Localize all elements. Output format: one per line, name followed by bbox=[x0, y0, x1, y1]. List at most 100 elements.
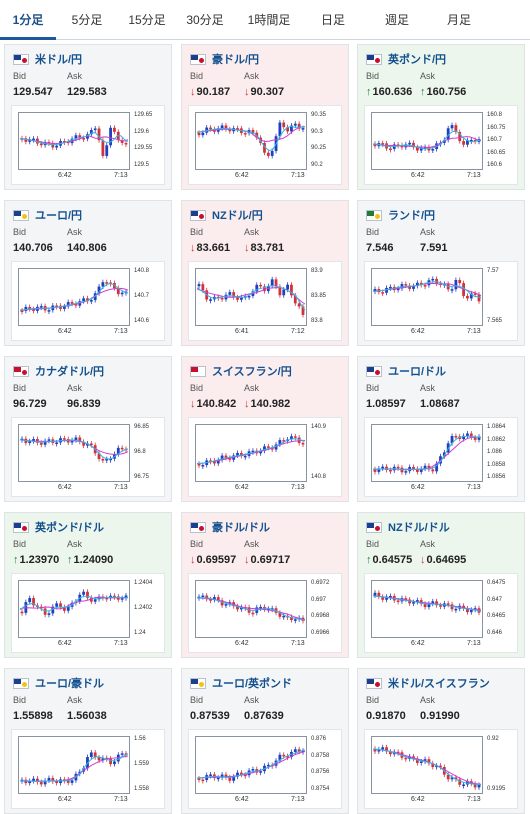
candle bbox=[228, 129, 232, 132]
tab-4[interactable]: 30分足 bbox=[186, 12, 224, 27]
candle bbox=[435, 278, 439, 284]
currency-card[interactable]: 豪ドル/円 Bid Ask ↓90.187 ↓90.307 90.35 90.3 90.25 9… bbox=[181, 44, 349, 190]
bid-value-text: 0.64575 bbox=[372, 554, 413, 566]
currency-card[interactable]: 豪ドル/ドル Bid Ask ↓0.69597 ↓0.69717 0.6972 0.697 0… bbox=[181, 512, 349, 658]
x-tick-label: 7:13 bbox=[114, 328, 128, 335]
currency-card[interactable]: ユーロ/円 Bid Ask 140.706 140.806 140.8 140.7 140.6… bbox=[4, 200, 172, 346]
currency-pair-link[interactable]: スイスフラン/円 bbox=[212, 366, 292, 378]
plot-area bbox=[18, 580, 130, 638]
candle bbox=[251, 612, 255, 615]
mini-candlestick-chart[interactable]: 1.56 1.559 1.558 6:42 7:13 bbox=[11, 729, 165, 809]
currency-pair-link[interactable]: ユーロ/豪ドル bbox=[35, 678, 105, 690]
tab-1[interactable]: 1分足 bbox=[0, 0, 56, 40]
candle bbox=[47, 439, 51, 441]
mini-candlestick-chart[interactable]: 0.6475 0.647 0.6465 0.646 6:42 7:13 bbox=[364, 573, 518, 653]
flag-icon bbox=[13, 677, 29, 689]
currency-card[interactable]: ランド/円 Bid Ask 7.546 7.591 7.57 7.565 6:42 7:13 bbox=[357, 200, 525, 346]
candle bbox=[400, 284, 404, 289]
candle bbox=[39, 442, 43, 445]
flag-icon bbox=[190, 209, 206, 221]
mini-candlestick-chart[interactable]: 160.8 160.75 160.7 160.65 160.6 6:42 7:13 bbox=[364, 105, 518, 185]
candle bbox=[239, 772, 243, 775]
mini-candlestick-chart[interactable]: 140.9 140.8 6:42 7:13 bbox=[188, 417, 342, 497]
currency-pair-link[interactable]: NZドル/円 bbox=[212, 210, 263, 222]
currency-card[interactable]: ユーロ/ドル Bid Ask 1.08597 1.08687 1.0864 1.0862 1.… bbox=[357, 356, 525, 502]
candle bbox=[201, 779, 205, 782]
mini-candlestick-chart[interactable]: 83.9 83.85 83.8 6:41 7:12 bbox=[188, 261, 342, 341]
candle bbox=[462, 784, 465, 787]
y-tick-label: 140.8 bbox=[134, 268, 150, 274]
mini-candlestick-chart[interactable]: 1.0864 1.0862 1.086 1.0858 1.0856 6:42 7:13 bbox=[364, 417, 518, 497]
tab-5[interactable]: 1時間足 bbox=[247, 12, 291, 27]
mini-candlestick-chart[interactable]: 96.85 96.8 96.75 6:42 7:13 bbox=[11, 417, 165, 497]
mini-candlestick-chart[interactable]: 129.65 129.6 129.55 129.5 6:42 7:13 bbox=[11, 105, 165, 185]
bid-value-text: 0.91870 bbox=[366, 710, 406, 722]
currency-card[interactable]: ユーロ/英ポンド Bid Ask 0.87539 0.87639 0.876 0.8758 0… bbox=[181, 668, 349, 814]
currency-pair-link[interactable]: 英ポンド/ドル bbox=[35, 522, 105, 534]
mini-candlestick-chart[interactable]: 1.2404 1.2402 1.24 6:42 7:13 bbox=[11, 573, 165, 653]
currency-card[interactable]: 英ポンド/円 Bid Ask ↑160.636 ↑160.756 160.8 160.75 1… bbox=[357, 44, 525, 190]
candle bbox=[278, 122, 282, 137]
tab-2[interactable]: 5分足 bbox=[71, 12, 103, 27]
currency-pair-link[interactable]: 豪ドル/円 bbox=[212, 54, 260, 66]
bid-value: 1.55898 bbox=[13, 710, 53, 722]
card-title-row: ユーロ/ドル bbox=[366, 363, 446, 379]
currency-card[interactable]: NZドル/円 Bid Ask ↓83.661 ↓83.781 83.9 83.85 83.8 6… bbox=[181, 200, 349, 346]
currency-card[interactable]: NZドル/ドル Bid Ask ↑0.64575 ↓0.64695 0.6475 0.647… bbox=[357, 512, 525, 658]
currency-pair-link[interactable]: ランド/円 bbox=[388, 210, 436, 222]
y-tick-label: 0.9195 bbox=[487, 786, 506, 792]
candle bbox=[101, 757, 105, 761]
y-tick-label: 160.6 bbox=[487, 162, 503, 168]
candle bbox=[120, 753, 124, 755]
candle bbox=[431, 601, 435, 604]
candle bbox=[59, 603, 62, 608]
tab-7[interactable]: 週足 bbox=[384, 12, 409, 27]
currency-pair-link[interactable]: ユーロ/円 bbox=[35, 210, 83, 222]
y-tick-label: 0.697 bbox=[311, 596, 327, 603]
candle bbox=[89, 443, 93, 446]
chart-svg bbox=[19, 749, 129, 787]
mini-candlestick-chart[interactable]: 7.57 7.565 6:42 7:13 bbox=[364, 261, 518, 341]
currency-card[interactable]: 英ポンド/ドル Bid Ask ↑1.23970 ↑1.24090 1.2404 1.240… bbox=[4, 512, 172, 658]
ask-value-text: 140.806 bbox=[67, 242, 107, 254]
currency-pair-link[interactable]: 豪ドル/ドル bbox=[212, 522, 271, 534]
candle bbox=[116, 447, 120, 455]
plot-area bbox=[18, 112, 130, 170]
currency-card[interactable]: カナダドル/円 Bid Ask 96.729 96.839 96.85 96.8 96.75 6… bbox=[4, 356, 172, 502]
currency-pair-link[interactable]: ユーロ/英ポンド bbox=[212, 678, 293, 690]
mini-candlestick-chart[interactable]: 0.876 0.8758 0.8756 0.8754 6:42 7:13 bbox=[188, 729, 342, 809]
currency-card[interactable]: スイスフラン/円 Bid Ask ↓140.842 ↓140.982 140.9 140.8… bbox=[181, 356, 349, 502]
ask-value-text: 90.307 bbox=[250, 86, 285, 98]
mini-candlestick-chart[interactable]: 140.8 140.7 140.6 6:42 7:13 bbox=[11, 261, 165, 341]
currency-pair-link[interactable]: NZドル/ドル bbox=[388, 522, 450, 534]
y-tick-label: 1.56 bbox=[134, 736, 146, 742]
bid-label: Bid bbox=[366, 383, 380, 393]
candle bbox=[201, 132, 205, 136]
currency-pair-link[interactable]: 米ドル/スイスフラン bbox=[388, 678, 490, 690]
currency-pair-link[interactable]: 米ドル/円 bbox=[35, 54, 83, 66]
tab-3[interactable]: 15分足 bbox=[128, 12, 166, 27]
ask-value-text: 129.583 bbox=[67, 86, 107, 98]
moving-average-line bbox=[196, 285, 306, 311]
currency-pair-link[interactable]: カナダドル/円 bbox=[35, 366, 105, 378]
tab-6[interactable]: 日足 bbox=[320, 12, 345, 27]
ask-value-text: 1.24090 bbox=[73, 554, 114, 566]
currency-card[interactable]: 米ドル/円 Bid Ask 129.547 129.583 129.65 129.6 129.… bbox=[4, 44, 172, 190]
ask-label: Ask bbox=[420, 227, 436, 237]
candle bbox=[93, 599, 97, 602]
card-title-row: 豪ドル/円 bbox=[190, 51, 259, 67]
mini-candlestick-chart[interactable]: 90.35 90.3 90.25 90.2 6:42 7:13 bbox=[188, 105, 342, 185]
candle bbox=[47, 613, 51, 615]
tab-8[interactable]: 月足 bbox=[446, 12, 471, 27]
mini-candlestick-chart[interactable]: 0.92 0.9195 6:42 7:13 bbox=[364, 729, 518, 809]
currency-card[interactable]: ユーロ/豪ドル Bid Ask 1.55898 1.56038 1.56 1.559 1.55… bbox=[4, 668, 172, 814]
candle bbox=[220, 774, 224, 778]
flag-icon bbox=[190, 521, 206, 533]
candle bbox=[109, 758, 112, 765]
bid-value: 129.547 bbox=[13, 86, 53, 98]
mini-candlestick-chart[interactable]: 0.6972 0.697 0.6968 0.6966 6:42 7:13 bbox=[188, 573, 342, 653]
x-tick-label: 7:13 bbox=[467, 328, 481, 335]
currency-card[interactable]: 米ドル/スイスフラン Bid Ask 0.91870 0.91990 0.92 0.9195… bbox=[357, 668, 525, 814]
currency-pair-link[interactable]: 英ポンド/円 bbox=[388, 54, 447, 66]
currency-pair-link[interactable]: ユーロ/ドル bbox=[388, 366, 447, 378]
